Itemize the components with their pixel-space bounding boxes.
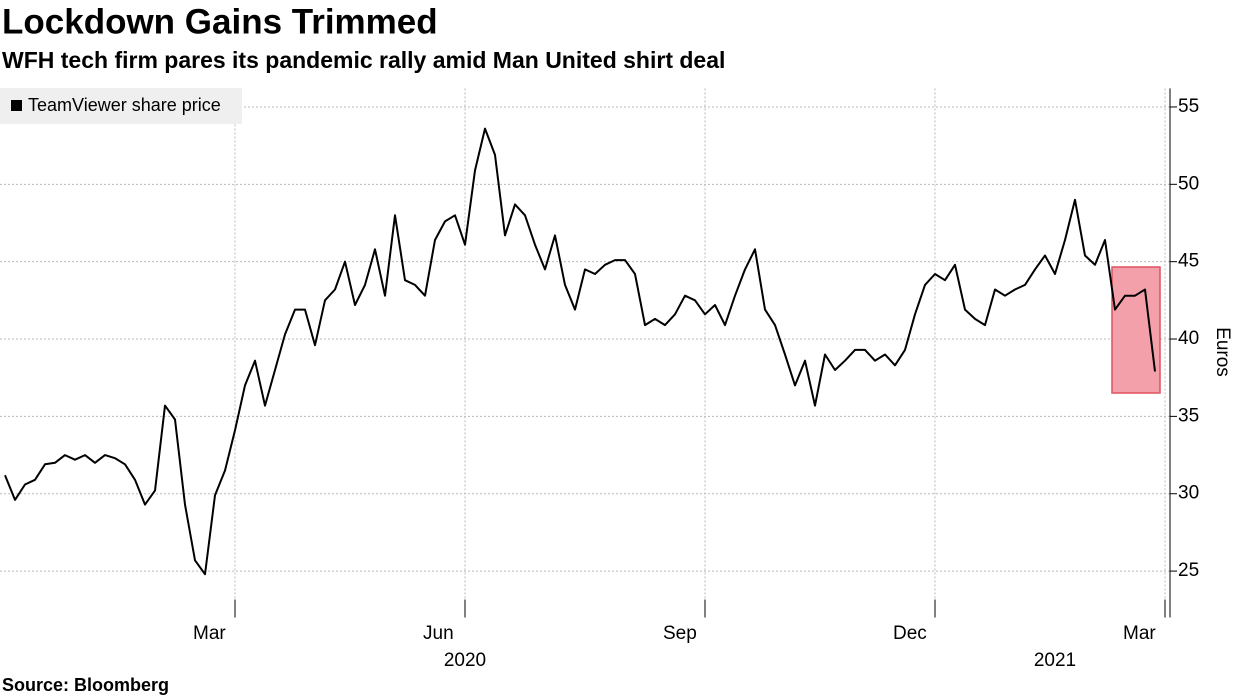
- y-tick-label: 30: [1178, 483, 1199, 504]
- line: [4, 127, 1156, 576]
- highlight-box: [1111, 266, 1161, 394]
- source: Source: Bloomberg: [2, 675, 169, 695]
- x-tick-label: Sep: [663, 623, 697, 644]
- y-tick-label: 40: [1178, 328, 1199, 349]
- y-tick-label: 25: [1178, 560, 1199, 581]
- y-tick-label: 55: [1178, 96, 1199, 117]
- x-tick-label: Dec: [893, 623, 927, 644]
- x-group-label: 2020: [444, 650, 486, 671]
- y-tick-label: 35: [1178, 405, 1199, 426]
- legend-swatch: [11, 100, 22, 111]
- x-group-label: 2021: [1034, 650, 1076, 671]
- chart-subtitle: WFH tech firm pares its pandemic rally a…: [2, 47, 725, 73]
- legend-box: [0, 88, 242, 124]
- chart-title: Lockdown Gains Trimmed: [2, 2, 438, 41]
- x-tick-label: Jun: [423, 623, 454, 644]
- x-tick-label: Mar: [1123, 623, 1156, 644]
- y-tick-label: 45: [1178, 251, 1199, 272]
- legend-label: TeamViewer share price: [28, 95, 221, 115]
- x-tick-label: Mar: [193, 623, 226, 644]
- y-axis-label: Euros: [1212, 327, 1233, 377]
- y-tick-label: 50: [1178, 173, 1199, 194]
